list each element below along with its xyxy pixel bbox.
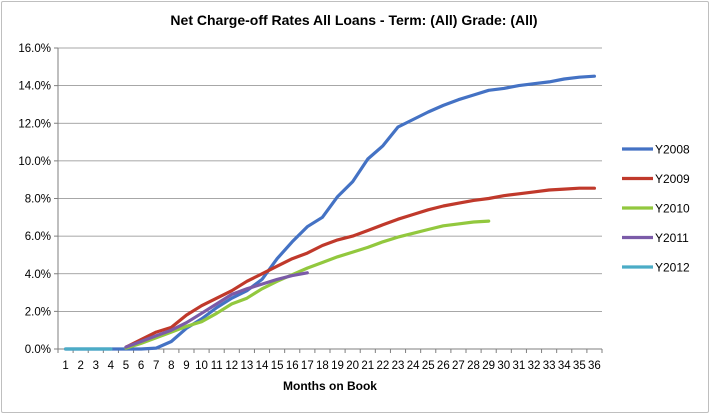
legend-label-y2009: Y2009 [655, 172, 690, 186]
legend-label-y2008: Y2008 [655, 143, 690, 157]
x-tick-label: 2 [77, 360, 83, 372]
x-tick-label: 10 [195, 360, 208, 372]
x-tick-label: 33 [543, 360, 556, 372]
x-tick-label: 26 [437, 360, 450, 372]
x-axis-tick-labels: 1 2 3 4 5 6 7 8 9 10 11 12 13 14 15 16 17 18 19 20 21 22 23 24 2… [62, 360, 600, 372]
x-tick-label: 12 [225, 360, 238, 372]
x-tick-label: 22 [376, 360, 389, 372]
x-tick-label: 29 [482, 360, 495, 372]
x-tick-label: 36 [588, 360, 601, 372]
y-tick-label: 16.0% [18, 43, 51, 55]
x-tick-label: 9 [183, 360, 189, 372]
x-tick-label: 28 [467, 360, 480, 372]
x-tick-label: 17 [301, 360, 314, 372]
y-tick-label: 4.0% [25, 269, 51, 281]
y-tick-label: 10.0% [18, 156, 51, 168]
x-axis-title: Months on Book [283, 379, 377, 393]
x-tick-label: 19 [331, 360, 344, 372]
chart-title: Net Charge-off Rates All Loans - Term: (… [170, 12, 537, 28]
x-tick-label: 5 [123, 360, 129, 372]
x-tick-label: 1 [62, 360, 68, 372]
x-tick-label: 6 [138, 360, 144, 372]
x-tick-label: 15 [271, 360, 284, 372]
axes [57, 48, 603, 353]
x-tick-label: 31 [512, 360, 525, 372]
x-tick-label: 16 [286, 360, 299, 372]
x-tick-label: 11 [211, 360, 223, 372]
y-tick-label: 12.0% [18, 118, 51, 130]
series-line-y2009 [124, 186, 596, 349]
gridlines [54, 47, 602, 350]
y-tick-label: 2.0% [25, 306, 51, 318]
x-tick-label: 30 [497, 360, 510, 372]
x-tick-label: 25 [422, 360, 435, 372]
x-tick-label: 18 [316, 360, 329, 372]
series-line-y2008 [63, 74, 596, 351]
legend-label-y2011: Y2011 [655, 231, 689, 245]
x-tick-label: 24 [407, 360, 420, 372]
x-tick-label: 3 [93, 360, 99, 372]
x-tick-label: 20 [346, 360, 359, 372]
x-tick-label: 14 [256, 360, 269, 372]
y-tick-label: 0.0% [25, 344, 51, 356]
x-tick-label: 4 [108, 360, 115, 372]
x-tick-label: 35 [573, 360, 586, 372]
y-tick-label: 14.0% [18, 81, 51, 93]
y-axis-tick-labels: 0.0% 2.0% 4.0% 6.0% 8.0% 10.0% 12.0% 14.0% 16.0% [18, 43, 51, 356]
x-tick-label: 13 [240, 360, 253, 372]
x-tick-label: 34 [558, 360, 571, 372]
y-tick-label: 8.0% [25, 194, 51, 206]
legend: Y2008 Y2009 Y2010 Y2011 Y2012 [622, 143, 690, 275]
y-tick-label: 6.0% [25, 231, 51, 243]
x-tick-label: 32 [528, 360, 541, 372]
series-line-y2010 [124, 219, 491, 350]
legend-label-y2010: Y2010 [655, 202, 690, 216]
x-tick-label: 8 [168, 360, 174, 372]
x-tick-label: 7 [153, 360, 159, 372]
x-tick-label: 21 [361, 360, 374, 372]
x-tick-label: 27 [452, 360, 465, 372]
legend-label-y2012: Y2012 [655, 261, 690, 275]
series-lines [63, 74, 596, 351]
series-line-y2011 [124, 271, 309, 349]
x-tick-label: 23 [392, 360, 405, 372]
